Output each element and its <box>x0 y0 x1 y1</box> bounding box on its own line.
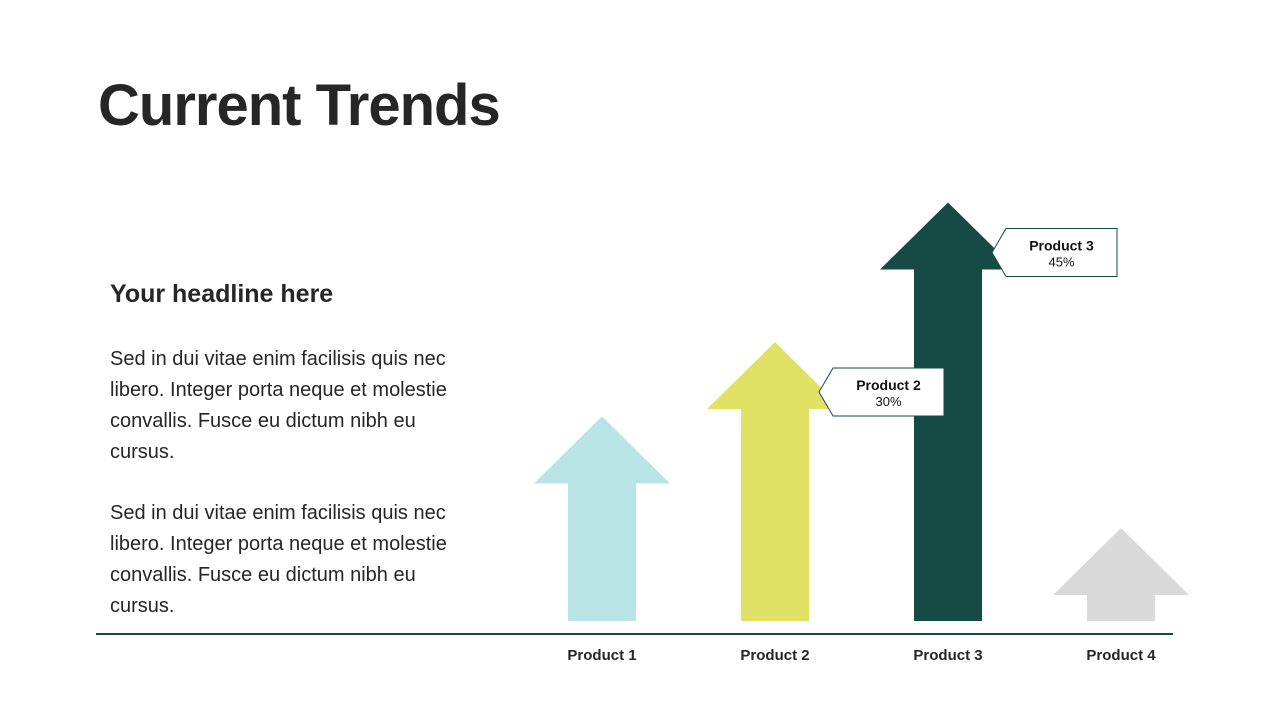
chart-callouts: Product 230% Product 345% <box>818 228 1118 417</box>
callout-product-3: Product 345% <box>991 228 1118 277</box>
callout-name: Product 3 <box>1029 238 1094 254</box>
arrow-product-2 <box>707 342 843 621</box>
category-label: Product 4 <box>1086 647 1156 664</box>
slide-title: Current Trends <box>98 73 501 138</box>
arrow-product-1 <box>534 416 670 621</box>
body-paragraph-2: Sed in dui vitae enim facilisis quis nec… <box>110 502 447 617</box>
callout-value: 30% <box>875 394 901 409</box>
category-label: Product 3 <box>913 647 982 664</box>
arrow-product-4 <box>1053 528 1189 621</box>
callout-product-2: Product 230% <box>818 367 945 417</box>
category-label: Product 1 <box>567 647 636 664</box>
chart-category-labels: Product 1 Product 2 Product 3 Product 4 <box>567 647 1156 664</box>
callout-box <box>991 228 1118 277</box>
headline: Your headline here <box>110 280 334 308</box>
callout-name: Product 2 <box>856 377 921 393</box>
arrow-product-3 <box>880 202 1016 621</box>
category-label: Product 2 <box>740 647 809 664</box>
callout-box <box>818 367 945 417</box>
chart-arrows <box>534 202 1189 621</box>
callout-value: 45% <box>1048 255 1074 270</box>
body-paragraph-1: Sed in dui vitae enim facilisis quis nec… <box>110 348 447 463</box>
